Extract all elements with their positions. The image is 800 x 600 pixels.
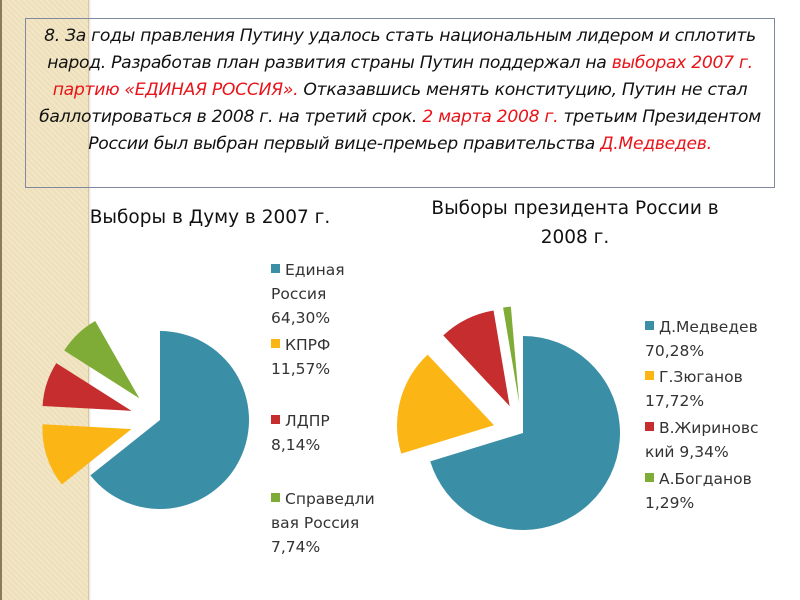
body-text: третьим Президентом России был выбран пе…: [88, 107, 761, 154]
pie-slice: [42, 424, 132, 485]
legend-label: А.Богданов: [645, 467, 775, 491]
pie-slice: [90, 331, 249, 510]
legend-item: Единая Россия 64,30%: [271, 258, 401, 330]
pie-slice: [443, 310, 510, 407]
legend-value: 1,29%: [645, 494, 695, 512]
legend-label: ЛДПР: [271, 409, 401, 433]
legend-label: Справедли: [271, 487, 401, 511]
body-text: 8. За годы правления Путину удалось стат…: [44, 26, 756, 73]
legend-value: Россия: [271, 285, 327, 303]
legend-label: Г.Зюганов: [645, 365, 775, 389]
legend-label: Единая: [271, 258, 401, 282]
legend-item: ЛДПР 8,14%: [271, 409, 401, 457]
pie-slice: [64, 320, 140, 399]
legend-item: Д.Медведев 70,28%: [645, 315, 775, 363]
legend-value: 70,28%: [645, 342, 705, 360]
pie-chart-duma-2007: [42, 320, 249, 510]
pie-slice: [397, 354, 495, 454]
legend-swatch-icon: [271, 339, 280, 348]
decorative-side-band: [0, 0, 89, 600]
legend-swatch-icon: [271, 264, 280, 273]
legend-swatch-icon: [645, 422, 654, 431]
legend-value: 11,57%: [271, 360, 331, 378]
chart-title-line: 2008 г.: [540, 227, 610, 248]
pie-chart-president-2008: [397, 306, 620, 530]
pie-slice: [42, 363, 132, 411]
legend-value: 7,74%: [271, 538, 321, 556]
chart-title-line: Выборы президента России в: [431, 198, 719, 219]
chart-title-duma-2007: Выборы в Думу в 2007 г.: [89, 207, 331, 228]
legend-item: КПРФ 11,57%: [271, 333, 401, 381]
legend-value: кий 9,34%: [645, 443, 729, 461]
highlighted-text: 2 марта 2008 г.: [422, 107, 559, 127]
legend-swatch-icon: [645, 473, 654, 482]
legend-value: вая Россия: [271, 514, 360, 532]
legend-value: 17,72%: [645, 392, 705, 410]
chart-title-president-2008: Выборы президента России в 2008 г.: [405, 194, 745, 252]
legend-swatch-icon: [645, 371, 654, 380]
legend-label: Д.Медведев: [645, 315, 775, 339]
slide-text-box: 8. За годы правления Путину удалось стат…: [25, 18, 775, 188]
pie-slice: [430, 336, 620, 530]
pie-slice: [503, 306, 520, 404]
legend-swatch-icon: [271, 493, 280, 502]
highlighted-text: Д.Медведев.: [600, 134, 712, 154]
legend-swatch-icon: [271, 415, 280, 424]
body-text: Отказавшись менять конституцию, Путин не…: [39, 80, 748, 127]
legend-item: А.Богданов 1,29%: [645, 467, 775, 515]
legend-label: В.Жириновс: [645, 416, 775, 440]
legend-value: 64,30%: [271, 309, 331, 327]
legend-label: КПРФ: [271, 333, 401, 357]
legend-item: Г.Зюганов 17,72%: [645, 365, 775, 413]
legend-item: В.Жириновс кий 9,34%: [645, 416, 775, 464]
highlighted-text: выборах 2007 г. партию «ЕДИНАЯ РОССИЯ».: [52, 53, 753, 100]
legend-swatch-icon: [645, 321, 654, 330]
legend-item: Справедли вая Россия 7,74%: [271, 487, 401, 559]
legend-value: 8,14%: [271, 436, 321, 454]
